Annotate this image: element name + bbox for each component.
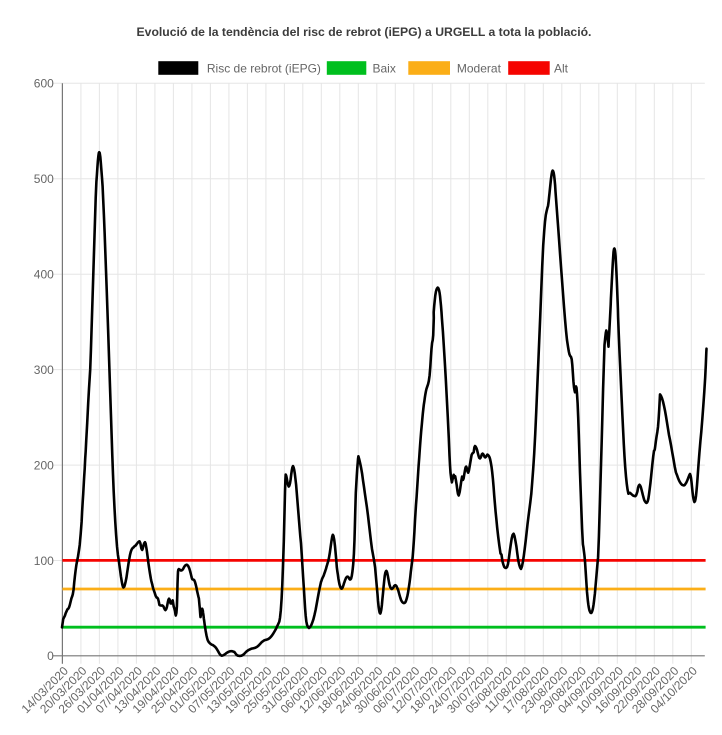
svg-text:0: 0 xyxy=(47,649,54,663)
svg-text:Moderat: Moderat xyxy=(457,62,502,76)
svg-text:Alt: Alt xyxy=(554,62,569,76)
svg-text:200: 200 xyxy=(34,458,54,472)
svg-text:300: 300 xyxy=(34,363,54,377)
svg-text:Baix: Baix xyxy=(373,62,396,76)
svg-text:Evolució de la tendència del r: Evolució de la tendència del risc de reb… xyxy=(137,25,592,39)
svg-text:100: 100 xyxy=(34,554,54,568)
svg-text:600: 600 xyxy=(34,77,54,91)
svg-text:500: 500 xyxy=(34,172,54,186)
svg-text:Risc de rebrot (iEPG): Risc de rebrot (iEPG) xyxy=(207,62,321,76)
svg-text:400: 400 xyxy=(34,267,54,281)
